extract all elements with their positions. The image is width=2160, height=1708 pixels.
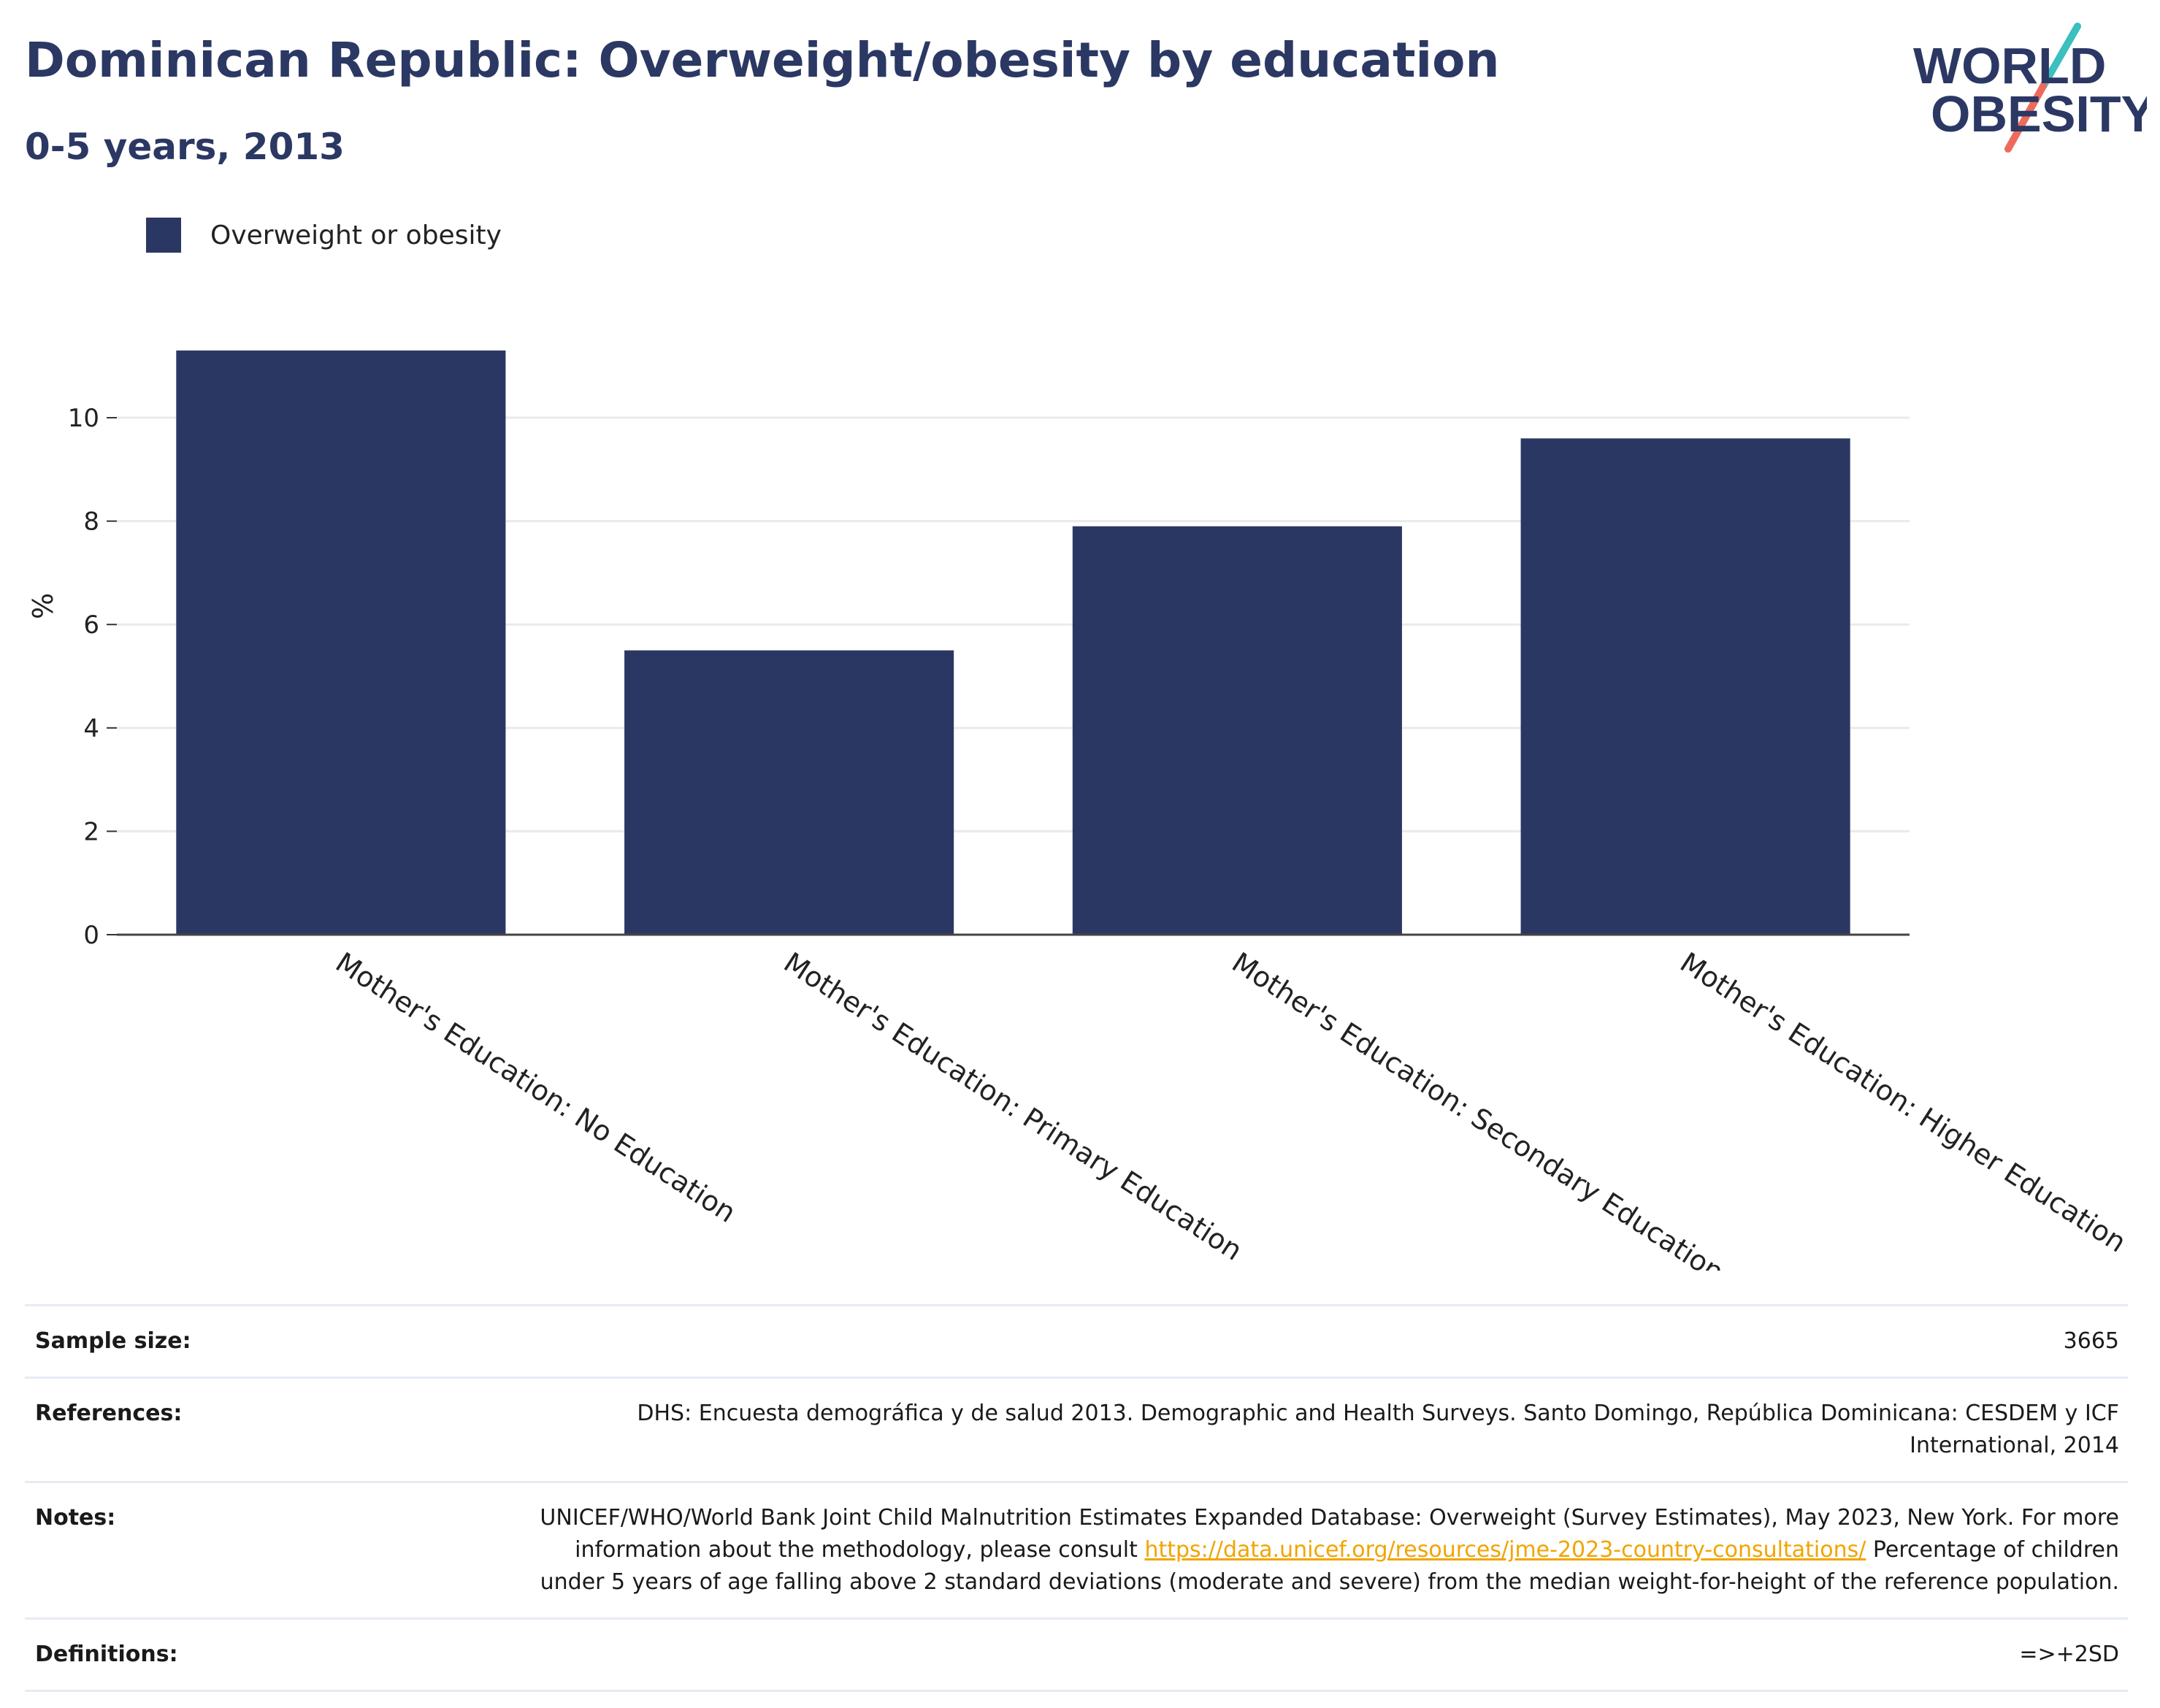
bar [1520,438,1850,935]
definitions-row: Definitions: =>+2SD [25,1617,2128,1692]
notes-text-2: Percentage of children under 5 years of … [540,1537,2119,1595]
definitions-label: Definitions: [35,1642,178,1667]
logo-line2: OBESITY [1931,85,2147,142]
logo-line1: WORLD [1913,37,2106,94]
y-tick-label: 0 [83,921,99,950]
world-obesity-logo: WORLD OBESITY [1913,23,2147,153]
notes-text-1: UNICEF/WHO/World Bank Joint Child Malnut… [540,1505,2119,1563]
notes-label: Notes: [35,1505,116,1531]
references-label: References: [35,1401,183,1426]
references-value: DHS: Encuesta demográfica y de salud 201… [637,1401,2119,1458]
notes-methodology-link[interactable]: https://data.unicef.org/resources/jme-20… [1144,1537,1866,1563]
y-tick-label: 2 [83,817,99,846]
chart-legend: Overweight or obesity [146,218,502,253]
definitions-value: =>+2SD [2019,1642,2119,1667]
sample-size-value: 3665 [2063,1328,2119,1354]
notes-value: UNICEF/WHO/World Bank Joint Child Malnut… [527,1502,2119,1598]
y-tick-label: 10 [68,404,99,433]
y-tick-label: 6 [83,610,99,640]
x-category-label: Mother's Education: Primary Education [778,946,1248,1267]
chart-title: Dominican Republic: Overweight/obesity b… [25,32,1500,88]
y-tick-label: 4 [83,714,99,743]
x-category-label: Mother's Education: Higher Education [1674,946,2132,1259]
y-axis-title: % [27,593,59,619]
legend-label: Overweight or obesity [210,220,502,250]
info-table: Sample size: 3665 References: DHS: Encue… [25,1304,2128,1692]
y-tick-label: 8 [83,508,99,537]
bar [624,650,954,935]
sample-size-label: Sample size: [35,1328,191,1354]
x-category-label: Mother's Education: No Education [330,946,742,1229]
sample-size-row: Sample size: 3665 [25,1304,2128,1376]
x-category-label: Mother's Education: Secondary Education [1226,946,1729,1271]
chart-subtitle: 0-5 years, 2013 [25,126,345,168]
references-row: References: DHS: Encuesta demográfica y … [25,1376,2128,1481]
notes-row: Notes: UNICEF/WHO/World Bank Joint Child… [25,1481,2128,1617]
bar [1072,526,1402,935]
bar-chart: 0 2 4 6 8 10% Mother's Education: No Education… [27,351,2132,1271]
bar [176,351,506,935]
legend-swatch [146,218,181,253]
